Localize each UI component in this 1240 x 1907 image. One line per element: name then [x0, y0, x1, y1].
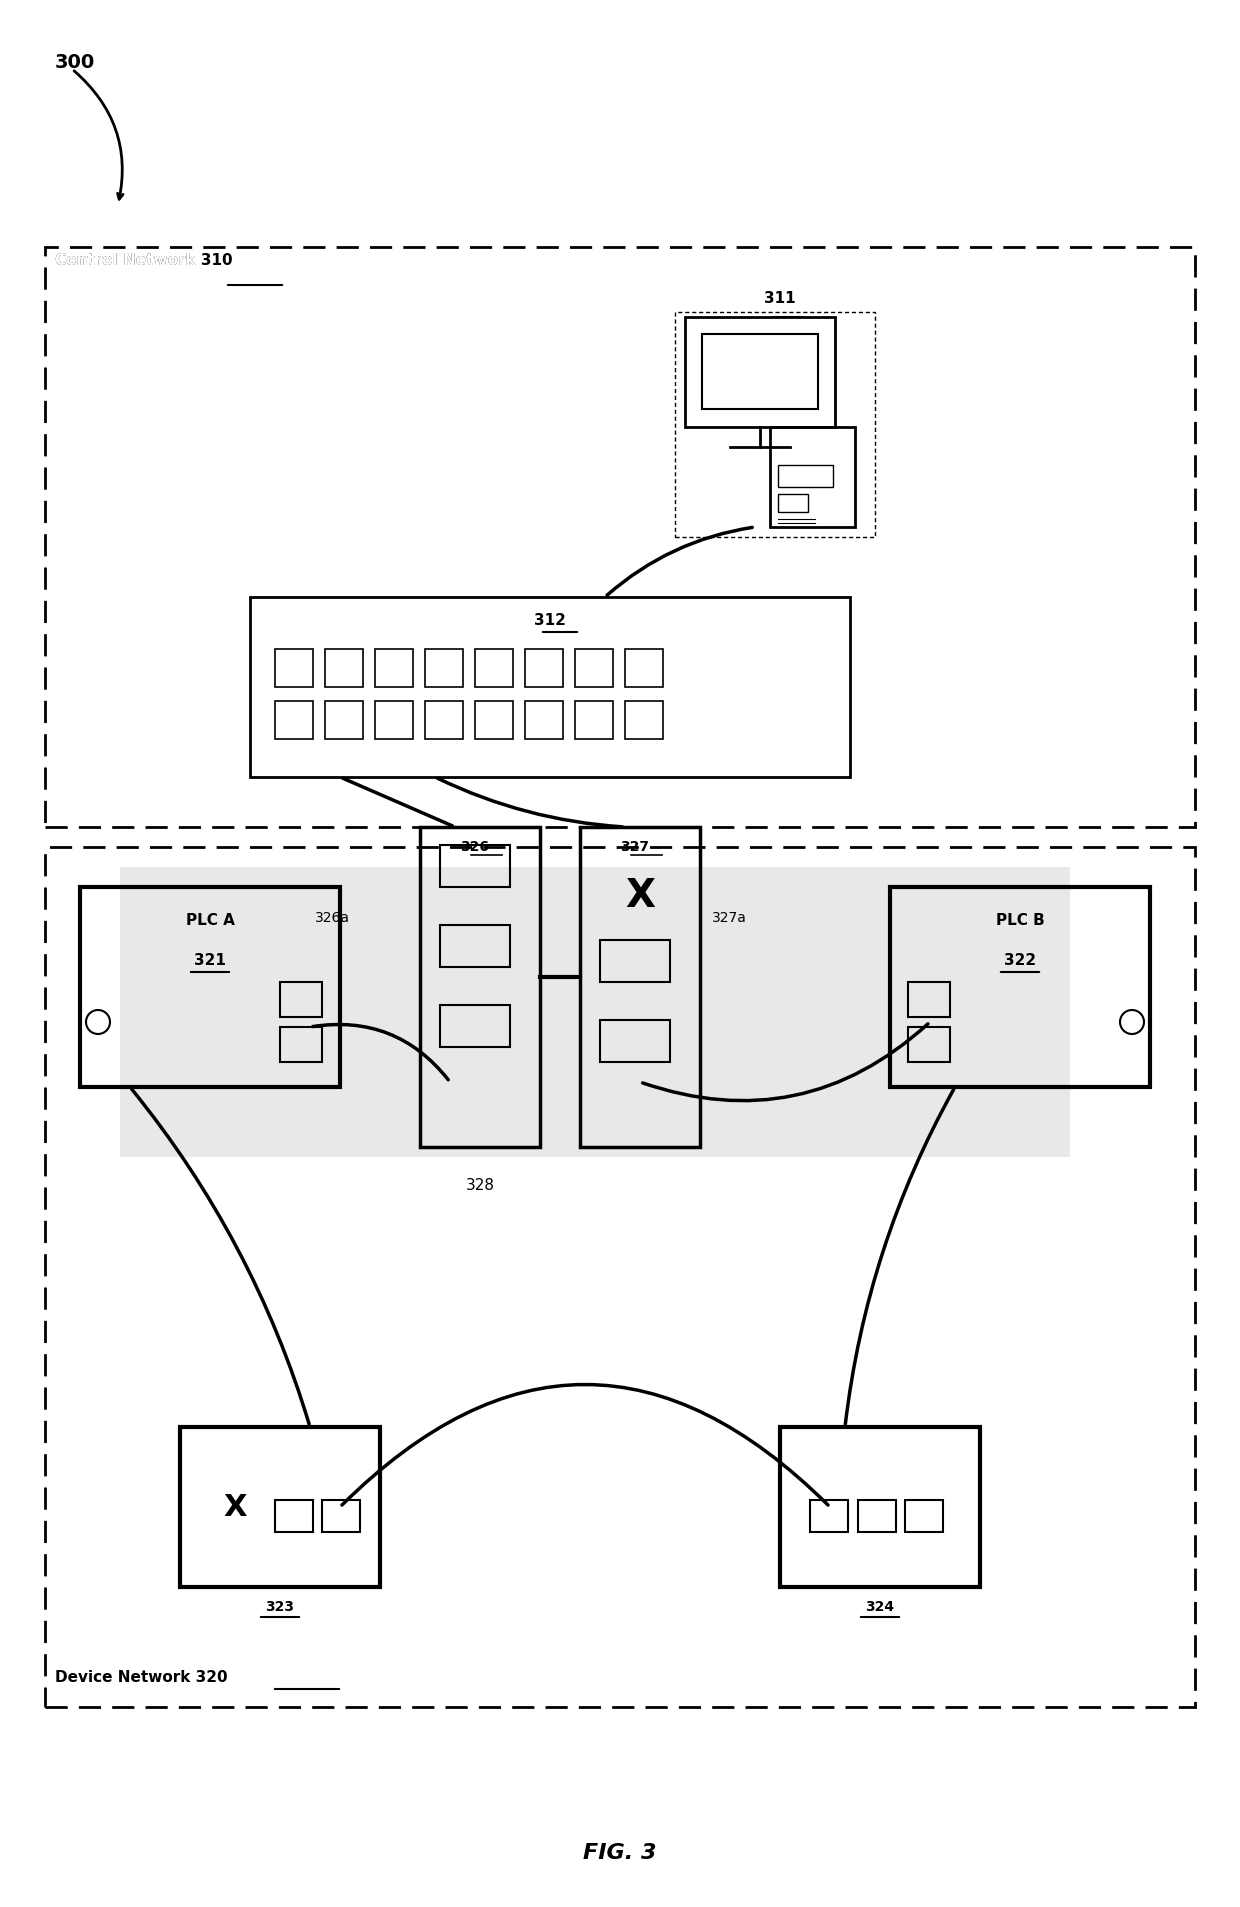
Bar	[280, 1028, 322, 1062]
Text: Control Network: Control Network	[55, 254, 201, 267]
Bar	[777, 465, 833, 488]
Bar	[440, 845, 510, 887]
Bar	[425, 650, 463, 688]
Bar	[600, 1020, 670, 1062]
Bar	[525, 650, 563, 688]
Text: 311: 311	[764, 292, 796, 305]
Bar	[275, 650, 312, 688]
Bar	[440, 1005, 510, 1047]
Text: 328: 328	[465, 1179, 495, 1194]
Bar	[374, 702, 413, 740]
Bar	[625, 702, 663, 740]
Text: 327: 327	[620, 839, 650, 854]
Bar	[908, 982, 950, 1018]
Bar	[575, 702, 613, 740]
Bar	[420, 828, 539, 1148]
Bar	[890, 887, 1149, 1087]
Text: PLC B: PLC B	[996, 913, 1044, 927]
Bar	[322, 1501, 360, 1531]
Bar	[250, 597, 849, 778]
Bar	[81, 887, 340, 1087]
Bar	[275, 702, 312, 740]
Bar	[702, 336, 818, 410]
Bar	[858, 1501, 897, 1531]
Text: 321: 321	[195, 952, 226, 967]
Bar	[325, 702, 363, 740]
Bar	[908, 1028, 950, 1062]
Text: X: X	[625, 877, 655, 915]
Text: Control Network 310: Control Network 310	[55, 254, 233, 267]
Bar	[475, 650, 513, 688]
Bar	[684, 318, 835, 427]
Bar	[810, 1501, 848, 1531]
Bar	[120, 868, 1070, 1158]
Bar	[777, 494, 808, 513]
Bar	[780, 1426, 980, 1587]
Text: 322: 322	[1004, 952, 1037, 967]
Bar	[180, 1426, 379, 1587]
Text: 300: 300	[55, 53, 95, 72]
Bar	[374, 650, 413, 688]
Text: Device Network 320: Device Network 320	[55, 1669, 228, 1684]
Bar	[280, 982, 322, 1018]
Text: 324: 324	[866, 1600, 894, 1613]
Text: FIG. 3: FIG. 3	[583, 1842, 657, 1861]
Text: PLC A: PLC A	[186, 913, 234, 927]
Bar	[425, 702, 463, 740]
Bar	[575, 650, 613, 688]
Text: 327a: 327a	[712, 910, 746, 925]
Bar	[440, 925, 510, 967]
Text: 312: 312	[534, 612, 565, 627]
Text: 326a: 326a	[315, 910, 350, 925]
Bar	[325, 650, 363, 688]
Bar	[475, 702, 513, 740]
Bar	[600, 940, 670, 982]
Bar	[770, 427, 856, 528]
Text: 323: 323	[265, 1600, 295, 1613]
Bar	[905, 1501, 942, 1531]
Bar	[625, 650, 663, 688]
Text: X: X	[223, 1493, 247, 1522]
Bar	[580, 828, 701, 1148]
Bar	[275, 1501, 312, 1531]
Text: 326: 326	[460, 839, 490, 854]
Bar	[525, 702, 563, 740]
